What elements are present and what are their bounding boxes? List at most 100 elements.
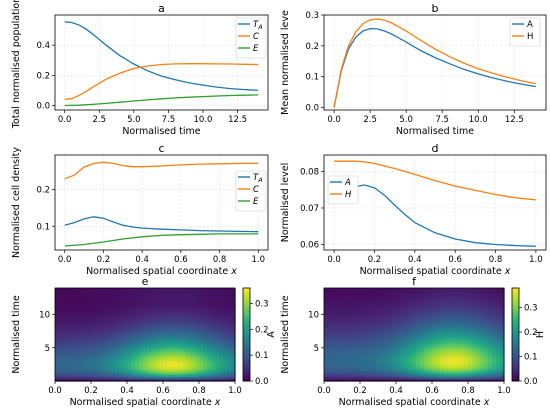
heatmap-cell bbox=[484, 304, 489, 308]
heatmap-cell bbox=[131, 297, 136, 301]
heatmap-cell bbox=[420, 374, 425, 377]
heatmap-cell bbox=[163, 374, 168, 377]
heatmap-cell bbox=[324, 301, 329, 305]
heatmap-cell bbox=[203, 350, 208, 354]
heatmap-cell bbox=[71, 369, 76, 373]
heatmap-cell bbox=[384, 299, 389, 303]
heatmap-cell bbox=[179, 367, 184, 370]
heatmap-cell bbox=[71, 322, 76, 326]
heatmap-cell bbox=[488, 313, 493, 317]
heatmap-cell bbox=[55, 292, 60, 296]
heatmap-cell bbox=[356, 290, 361, 294]
heatmap-cell bbox=[87, 308, 92, 312]
heatmap-cell bbox=[400, 288, 405, 291]
heatmap-cell bbox=[87, 357, 92, 361]
heatmap-cell bbox=[179, 294, 184, 298]
heatmap-cell bbox=[123, 378, 128, 382]
heatmap-cell bbox=[476, 332, 481, 336]
heatmap-cell bbox=[388, 369, 393, 373]
heatmap-cell bbox=[91, 329, 96, 333]
heatmap-cell bbox=[324, 292, 329, 296]
heatmap-cell bbox=[163, 357, 168, 361]
heatmap-cell bbox=[324, 350, 329, 354]
heatmap-cell bbox=[119, 290, 124, 294]
heatmap-cell bbox=[91, 378, 96, 382]
heatmap-cell bbox=[380, 378, 385, 382]
heatmap-cell bbox=[179, 376, 184, 380]
heatmap-cell bbox=[223, 353, 228, 357]
heatmap-cell bbox=[59, 355, 64, 359]
heatmap-cell bbox=[199, 336, 204, 340]
heatmap-cell bbox=[480, 343, 485, 347]
heatmap-cell bbox=[452, 336, 457, 340]
heatmap-cell bbox=[59, 315, 64, 319]
heatmap-cell bbox=[183, 292, 188, 296]
heatmap-cell bbox=[476, 329, 481, 333]
heatmap-cell bbox=[440, 343, 445, 347]
heatmap-cell bbox=[75, 322, 80, 326]
heatmap-cell bbox=[59, 374, 64, 377]
heatmap-cell bbox=[404, 322, 409, 326]
heatmap-cell bbox=[380, 290, 385, 294]
heatmap-cell bbox=[111, 304, 116, 308]
heatmap-cell bbox=[159, 318, 164, 322]
heatmap-cell bbox=[324, 332, 329, 336]
heatmap-cell bbox=[71, 297, 76, 301]
heatmap-cell bbox=[408, 346, 413, 350]
heatmap-cell bbox=[107, 378, 112, 382]
heatmap-cell bbox=[191, 348, 196, 352]
heatmap-cell bbox=[227, 374, 232, 377]
heatmap-cell bbox=[131, 360, 136, 363]
heatmap-cell bbox=[424, 308, 429, 312]
heatmap-cell bbox=[444, 294, 449, 298]
heatmap-cell bbox=[340, 369, 345, 373]
heatmap-cell bbox=[488, 360, 493, 363]
heatmap-cell bbox=[384, 353, 389, 357]
heatmap-cell bbox=[183, 341, 188, 345]
heatmap-cell bbox=[368, 369, 373, 373]
heatmap-cell bbox=[472, 320, 477, 324]
x-tick-label: 10.0 bbox=[469, 115, 488, 125]
heatmap-cell bbox=[328, 371, 333, 375]
heatmap-cell bbox=[63, 299, 68, 303]
heatmap-cell bbox=[412, 376, 417, 380]
heatmap-cell bbox=[484, 327, 489, 331]
heatmap-cell bbox=[147, 341, 152, 345]
heatmap-cell bbox=[396, 313, 401, 317]
heatmap-cell bbox=[151, 332, 156, 336]
heatmap-cell bbox=[376, 367, 381, 370]
heatmap-cell bbox=[175, 369, 180, 373]
heatmap-cell bbox=[440, 288, 445, 291]
heatmap-cell bbox=[171, 371, 176, 375]
heatmap-cell bbox=[380, 355, 385, 359]
heatmap-cell bbox=[95, 294, 100, 298]
heatmap-cell bbox=[360, 294, 365, 298]
heatmap-cell bbox=[380, 329, 385, 333]
heatmap-cell bbox=[111, 378, 116, 382]
heatmap-cell bbox=[476, 288, 481, 291]
heatmap-cell bbox=[332, 360, 337, 363]
x-tick-label: 7.5 bbox=[162, 115, 176, 125]
heatmap-cell bbox=[424, 313, 429, 317]
heatmap-cell bbox=[424, 353, 429, 357]
heatmap-cell bbox=[127, 364, 132, 368]
heatmap-cell bbox=[344, 308, 349, 312]
heatmap-cell bbox=[219, 315, 224, 319]
heatmap-cell bbox=[183, 376, 188, 380]
heatmap-cell bbox=[103, 355, 108, 359]
heatmap-cell bbox=[376, 325, 381, 329]
heatmap-cell bbox=[460, 332, 465, 336]
heatmap-cell bbox=[388, 353, 393, 357]
heatmap-cell bbox=[404, 376, 409, 380]
heatmap-cell bbox=[368, 299, 373, 303]
heatmap-cell bbox=[424, 325, 429, 329]
heatmap-cell bbox=[63, 327, 68, 331]
heatmap-cell bbox=[348, 304, 353, 308]
heatmap-cell bbox=[408, 299, 413, 303]
heatmap-cell bbox=[484, 364, 489, 368]
colorbar-segment bbox=[512, 346, 519, 349]
heatmap-cell bbox=[332, 334, 337, 338]
heatmap-cell bbox=[203, 299, 208, 303]
heatmap-cell bbox=[344, 290, 349, 294]
heatmap-cell bbox=[79, 292, 84, 296]
